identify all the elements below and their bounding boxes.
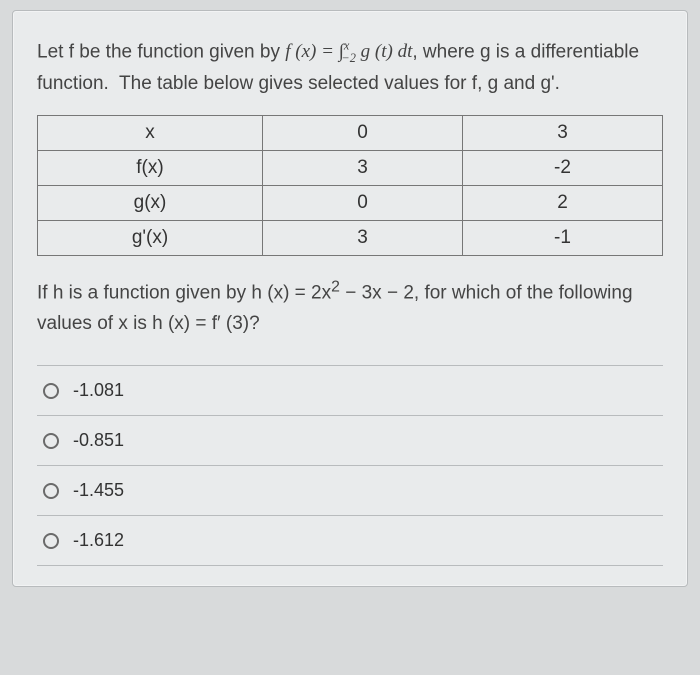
cell: 3 (263, 151, 463, 186)
table-row: f(x) 3 -2 (38, 151, 663, 186)
radio-icon (43, 483, 59, 499)
cell: 0 (263, 186, 463, 221)
answer-options: -1.081 -0.851 -1.455 -1.612 (37, 365, 663, 566)
question-card: Let f be the function given by f (x) = ∫… (12, 10, 688, 587)
radio-icon (43, 533, 59, 549)
row-label: x (38, 116, 263, 151)
values-table: x 0 3 f(x) 3 -2 g(x) 0 2 g'(x) 3 -1 (37, 115, 663, 256)
cell: 2 (463, 186, 663, 221)
cell: 3 (263, 221, 463, 256)
cell: 3 (463, 116, 663, 151)
row-label: f(x) (38, 151, 263, 186)
radio-icon (43, 383, 59, 399)
cell: -1 (463, 221, 663, 256)
cell: -2 (463, 151, 663, 186)
option-c[interactable]: -1.455 (37, 466, 663, 516)
table-row: g(x) 0 2 (38, 186, 663, 221)
option-a[interactable]: -1.081 (37, 365, 663, 416)
option-label: -1.081 (73, 380, 124, 401)
table-row: x 0 3 (38, 116, 663, 151)
radio-icon (43, 433, 59, 449)
row-label: g(x) (38, 186, 263, 221)
option-label: -1.455 (73, 480, 124, 501)
option-label: -0.851 (73, 430, 124, 451)
problem-statement: Let f be the function given by f (x) = ∫… (37, 37, 663, 99)
table-row: g'(x) 3 -1 (38, 221, 663, 256)
row-label: g'(x) (38, 221, 263, 256)
option-b[interactable]: -0.851 (37, 416, 663, 466)
cell: 0 (263, 116, 463, 151)
followup-question: If h is a function given by h (x) = 2x2 … (37, 274, 663, 339)
option-label: -1.612 (73, 530, 124, 551)
option-d[interactable]: -1.612 (37, 516, 663, 566)
